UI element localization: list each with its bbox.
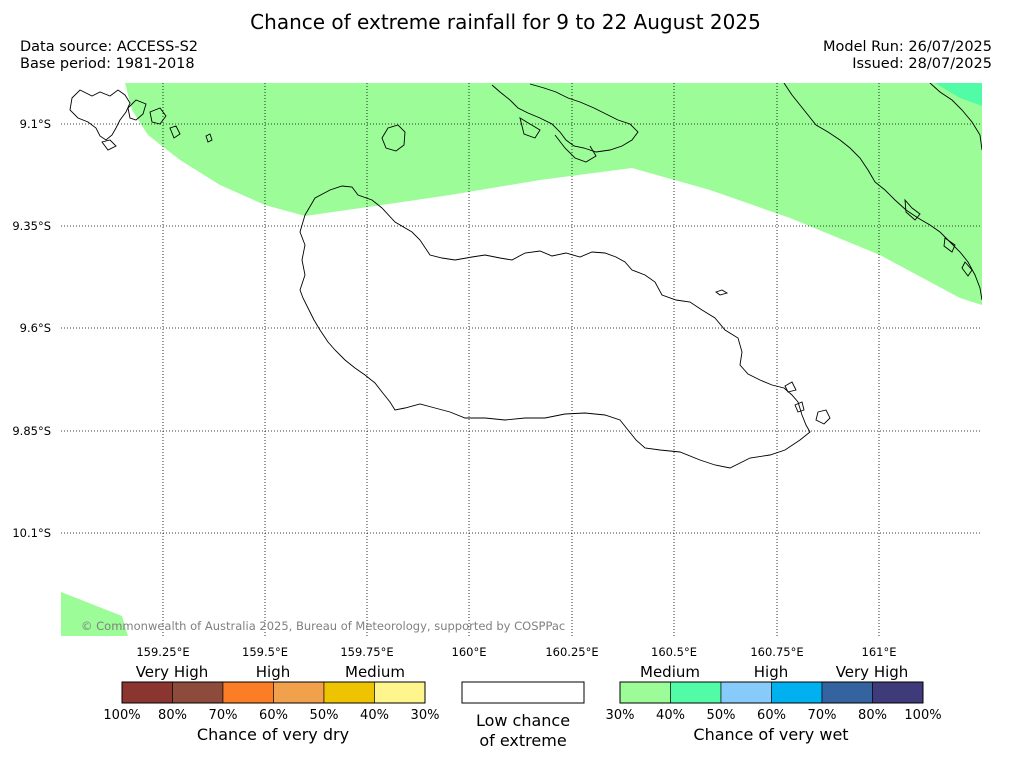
wet-tick-label: 70% [808, 708, 837, 723]
wet-swatch [821, 681, 873, 704]
coastlines [69, 83, 982, 469]
florida-islands [491, 83, 639, 153]
high-wet-region [935, 83, 982, 106]
meta-right: Model Run: 26/07/2025 Issued: 28/07/2025 [823, 39, 992, 73]
lon-labels: 159.25°E 159.5°E 159.75°E 160°E 160.25°E… [136, 645, 896, 659]
wet-swatch [670, 681, 722, 704]
page-title: Chance of extreme rainfall for 9 to 22 A… [250, 10, 761, 34]
dry-tick-label: 100% [103, 708, 140, 723]
wet-legend: Medium High Very High 30% 40% 50% 60% 70% 80%… [606, 663, 942, 744]
wet-tick-label: 100% [904, 708, 941, 723]
dry-swatch [273, 681, 325, 704]
wet-category-label: High [754, 663, 788, 681]
wet-tick-label: 60% [757, 708, 786, 723]
dry-category-label: Very High [136, 663, 209, 681]
lon-label: 159.75°E [340, 645, 393, 659]
dry-swatch [374, 681, 426, 704]
neutral-swatch [461, 681, 585, 704]
dry-category-label: High [256, 663, 290, 681]
savo-island [381, 124, 406, 152]
lon-label: 160.75°E [750, 645, 803, 659]
copyright-text: © Commonwealth of Australia 2025, Bureau… [81, 619, 565, 633]
graticule [61, 83, 982, 636]
wet-tick-label: 50% [707, 708, 736, 723]
dry-tick-label: 30% [411, 708, 440, 723]
dry-tick-label: 60% [259, 708, 288, 723]
data-source: Data source: ACCESS-S2 [20, 39, 199, 55]
dry-tick-label: 40% [360, 708, 389, 723]
lon-label: 160.5°E [651, 645, 697, 659]
dry-colorbar [121, 681, 426, 704]
meta-left: Data source: ACCESS-S2 Base period: 1981… [20, 39, 198, 73]
dry-swatch [323, 681, 375, 704]
wet-tick-label: 40% [656, 708, 685, 723]
dry-tick-label: 50% [310, 708, 339, 723]
lat-label: 10.1°S [12, 526, 51, 540]
wet-swatch [619, 681, 671, 704]
dry-category-label: Medium [345, 663, 405, 681]
base-period: Base period: 1981-2018 [20, 56, 195, 72]
dry-legend: Very High High Medium 100% 80% 70% 60% 50% 40… [103, 663, 439, 744]
lat-label: 9.85°S [12, 424, 51, 438]
dry-swatch [121, 681, 173, 704]
wet-colorbar [619, 681, 924, 704]
wet-tick-label: 30% [606, 708, 635, 723]
dry-legend-title: Chance of very dry [197, 725, 349, 744]
wet-swatch [720, 681, 772, 704]
dry-tick-label: 80% [158, 708, 187, 723]
lon-label: 159.5°E [242, 645, 288, 659]
wet-swatch [771, 681, 823, 704]
lat-label: 9.35°S [12, 219, 51, 233]
lon-label: 160°E [452, 645, 487, 659]
neutral-legend: Low chance of extreme [461, 681, 585, 750]
lon-label: 159.25°E [136, 645, 189, 659]
model-run: Model Run: 26/07/2025 [822, 39, 992, 55]
lat-label: 9.1°S [20, 117, 51, 131]
lat-label: 9.6°S [20, 321, 51, 335]
guadalcanal-coast [299, 185, 811, 469]
medium-wet-region [125, 83, 982, 305]
neutral-label-line2: of extreme [479, 731, 566, 750]
medium-wet-region-sw [61, 592, 128, 636]
neutral-label-line1: Low chance [476, 711, 570, 730]
wet-category-label: Very High [836, 663, 909, 681]
dry-swatch [172, 681, 224, 704]
wet-tick-label: 80% [858, 708, 887, 723]
wet-category-label: Medium [640, 663, 700, 681]
russell-islands [69, 89, 131, 141]
wet-swatch [872, 681, 924, 704]
issued-date: Issued: 28/07/2025 [852, 56, 992, 72]
lon-label: 161°E [862, 645, 897, 659]
dry-swatch [222, 681, 274, 704]
lat-labels: 9.1°S 9.35°S 9.6°S 9.85°S 10.1°S [12, 117, 51, 540]
lon-label: 160.25°E [545, 645, 598, 659]
wet-legend-title: Chance of very wet [693, 725, 848, 744]
dry-tick-label: 70% [209, 708, 238, 723]
malaita-coast [783, 83, 982, 301]
